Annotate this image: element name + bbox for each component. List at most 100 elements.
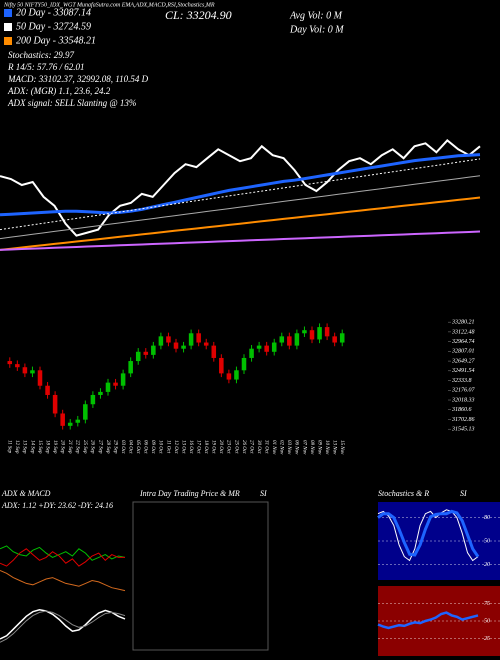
legend-swatch [4,9,12,17]
panel-title: ADX & MACD [1,489,51,498]
x-tick-label: 09 Nov [316,440,321,455]
x-tick-label: 30 Oct [256,440,261,454]
x-tick-label: 01 Nov [271,440,276,455]
x-tick-label: 10 Nov [324,440,329,455]
candle-body [83,404,88,420]
candle-body [90,394,96,405]
x-tick-label: 13 Nov [332,440,337,455]
candle-body [30,370,35,374]
y-tick-label: 31860.6 [451,407,472,413]
y-tick-label: 32018.33 [451,397,475,403]
x-tick-label: 10 Oct [158,440,163,454]
series-line [0,139,481,237]
intraday-frame [132,501,269,651]
series-line [0,158,481,231]
series-line [377,509,479,562]
y-tick-label: 20 [484,562,490,568]
candle-body [309,330,315,340]
candle-body [37,370,43,386]
candle-body [151,345,156,355]
candle-body [264,345,269,352]
x-tick-label: 27 Oct [248,440,253,454]
legend-label: 20 Day - 33087.14 [16,7,91,18]
candle-body [173,342,179,349]
x-tick-label: 23 Oct [226,440,231,454]
x-tick-label: 22 Sep [75,440,80,454]
candle-body [98,391,103,395]
panel-title: Intra Day Trading Price & MR [139,489,240,498]
candle-body [7,361,13,365]
y-tick-label: 25 [484,636,490,642]
x-tick-label: 06 Nov [294,440,299,455]
y-tick-label: 32176.07 [451,388,476,394]
close-price: CL: 33204.90 [165,8,232,22]
candle-body [219,357,224,374]
annotation: Stochastics: 29.97 [8,50,74,60]
legend-swatch [4,37,12,45]
panel-subtitle: SI [460,489,467,498]
x-tick-label: 25 Sep [82,440,87,454]
x-tick-label: 31 Oct [264,440,269,454]
x-tick-label: 13 Sep [22,440,27,454]
x-tick-label: 12 Oct [173,440,178,454]
candle-body [188,333,194,346]
x-tick-label: 08 Nov [309,440,314,455]
x-tick-label: 15 Sep [37,440,42,454]
candle-body [22,367,28,374]
avg-vol: Avg Vol: 0 M [289,10,343,21]
series-line [0,569,126,592]
legend-label: 200 Day - 33548.21 [16,35,96,46]
series-line [0,153,481,217]
y-tick-label: 31702.86 [451,417,475,423]
annotation: MACD: 33102.37, 32992.08, 110.54 D [7,74,149,84]
candle-body [45,385,50,395]
candle-body [166,336,171,343]
x-tick-label: 12 Sep [14,440,19,454]
candle-body [234,370,239,380]
y-tick-label: 32491.54 [451,367,475,374]
candle-body [249,348,254,358]
candle-body [271,342,277,352]
candle-body [241,357,247,371]
series-line [0,545,126,561]
candle-body [52,394,58,414]
y-tick-label: 32649.27 [451,357,476,364]
y-tick-label: 32333.8 [451,378,472,384]
series-line [377,611,479,630]
y-tick-label: 50 [484,618,490,624]
x-tick-label: 11 Oct [165,440,170,454]
legend-swatch [4,23,12,31]
candle-body [15,364,20,368]
x-tick-label: 15 Nov [339,440,344,455]
panel-subtitle: ADX: 1.12 +DY: 23.62 -DY: 24.16 [1,501,113,510]
candle-body [135,351,141,362]
x-tick-label: 20 Oct [218,440,223,454]
y-tick-label: 50 [484,538,490,544]
candle-body [324,327,330,337]
x-tick-label: 25 Oct [233,440,238,454]
x-tick-label: 18 Sep [44,440,49,454]
candle-body [317,327,322,340]
x-tick-label: 20 Sep [60,440,65,454]
candle-body [105,382,111,392]
y-tick-label: 33122.48 [451,328,475,335]
series-line [0,610,126,643]
y-tick-label: 32964.74 [451,338,475,345]
candle-body [113,382,118,386]
header-strip: Nifty 50 NIFTY50_IDX_WGT MunafaSutra.com… [3,1,215,8]
candle-body [181,345,186,349]
y-tick-label: 33280.21 [451,320,475,326]
candle-body [226,373,232,380]
candle-body [332,336,337,343]
x-tick-label: 13 Oct [180,440,185,454]
x-tick-label: 28 Sep [105,440,110,454]
series-line [0,230,481,251]
candle-body [339,333,345,343]
panel-subtitle: SI [260,489,267,498]
annotation: ADX signal: SELL Slanting @ 13% [7,98,136,108]
x-tick-label: 26 Oct [241,440,246,454]
x-tick-label: 21 Sep [67,440,72,454]
candle-body [158,336,164,346]
x-tick-label: 05 Oct [135,440,140,454]
